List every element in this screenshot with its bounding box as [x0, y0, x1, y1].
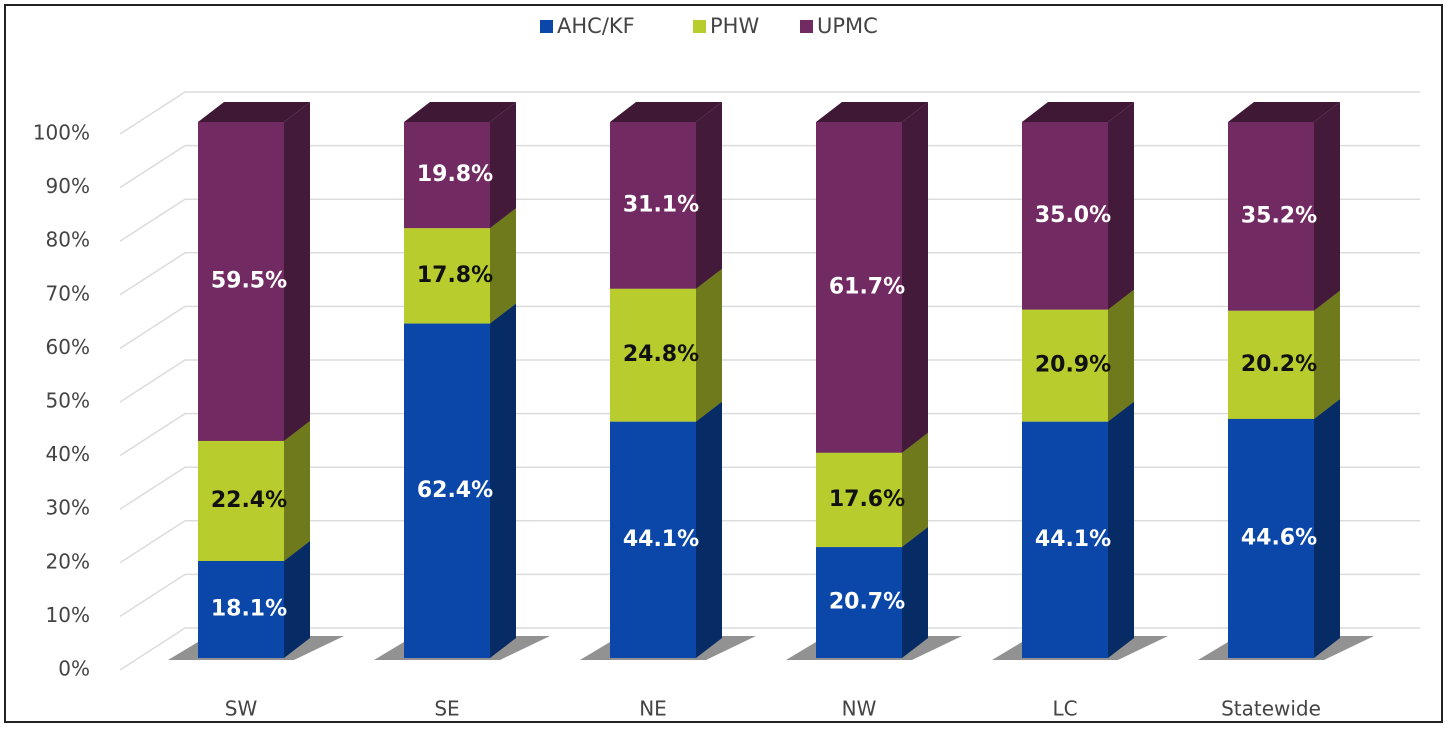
bar-side: [696, 102, 722, 289]
data-label: 20.9%: [1035, 353, 1111, 378]
bar-segment: [610, 288, 696, 422]
labels: 0% 10% 20% 30% 40% 50% 60% 70% 80% 90% 100% SW 18.1%…: [33, 121, 1321, 721]
data-label: 17.6%: [829, 487, 905, 512]
grid-line: [119, 305, 1420, 350]
data-label: 18.1%: [211, 596, 287, 621]
y-tick-label: 50%: [46, 389, 90, 413]
bar-side: [1108, 102, 1134, 310]
bar-top: [198, 102, 310, 122]
y-tick-label: 70%: [46, 281, 90, 305]
bar-segment: [1022, 309, 1108, 422]
bar-side: [902, 102, 928, 453]
bar-side: [1314, 102, 1340, 311]
y-tick-label: 10%: [46, 603, 90, 627]
grid: [119, 91, 1420, 671]
grid-line: [119, 627, 1420, 671]
legend-label: AHC/KF: [557, 14, 635, 38]
data-label: 44.1%: [623, 527, 699, 552]
bar-side: [284, 420, 310, 561]
bar-top: [816, 102, 928, 122]
x-tick-label: NE: [639, 697, 667, 721]
bar-side: [284, 540, 310, 658]
y-tick-label: 100%: [33, 121, 90, 145]
bar-side: [696, 401, 722, 658]
bar-top: [1228, 102, 1340, 122]
legend-label: UPMC: [817, 14, 878, 38]
x-tick-label: SE: [434, 697, 459, 721]
bar-segment: [816, 547, 902, 658]
bar-segment: [610, 421, 696, 658]
bar-segment: [404, 323, 490, 658]
bar-segment: [1022, 421, 1108, 658]
grid-line: [119, 359, 1420, 403]
bar-segment: [198, 122, 284, 441]
bar-segment: [198, 560, 284, 658]
bar-top: [610, 102, 722, 122]
bar-segment: [816, 122, 902, 453]
legend-swatch: [693, 20, 706, 33]
grid-line: [119, 466, 1420, 510]
grid-line: [119, 520, 1420, 564]
x-tick-label: Statewide: [1221, 697, 1321, 721]
y-tick-label: 20%: [46, 549, 90, 573]
data-label: 19.8%: [417, 162, 493, 187]
bar-side: [1314, 290, 1340, 419]
bar-segment: [1228, 122, 1314, 311]
grid-line: [119, 412, 1420, 457]
grid-line: [119, 198, 1420, 242]
y-tick-label: 90%: [46, 174, 90, 198]
grid-line: [119, 91, 1420, 135]
bar-side: [902, 527, 928, 658]
data-label: 24.8%: [623, 342, 699, 367]
bar-segment: [404, 228, 490, 324]
y-tick-label: 40%: [46, 442, 90, 466]
data-label: 17.8%: [417, 263, 493, 288]
y-tick-label: 60%: [46, 335, 90, 359]
bar-segment: [1228, 310, 1314, 419]
bars: [198, 102, 1340, 658]
x-tick-label: SW: [225, 697, 258, 721]
bar-side: [490, 102, 516, 229]
y-tick-label: 30%: [46, 496, 90, 520]
x-tick-label: LC: [1052, 697, 1077, 721]
bar-side: [1314, 398, 1340, 658]
data-label: 31.1%: [623, 192, 699, 217]
y-tick-label: 80%: [46, 228, 90, 252]
bar-side: [490, 303, 516, 658]
data-label: 61.7%: [829, 274, 905, 299]
bar-side: [284, 102, 310, 441]
bar-top: [1022, 102, 1134, 122]
data-label: 20.2%: [1241, 352, 1317, 377]
data-label: 20.7%: [829, 590, 905, 615]
x-tick-label: NW: [842, 697, 877, 721]
data-label: 62.4%: [417, 478, 493, 503]
legend-swatch: [800, 20, 813, 33]
data-label: 44.1%: [1035, 527, 1111, 552]
bar-side: [1108, 289, 1134, 422]
bar-segment: [404, 122, 490, 229]
grid-line: [119, 252, 1420, 296]
grid-line: [119, 573, 1420, 618]
data-label: 59.5%: [211, 268, 287, 293]
data-label: 44.6%: [1241, 525, 1317, 550]
legend: AHC/KF PHW UPMC: [540, 14, 878, 38]
bar-segment: [610, 122, 696, 289]
data-label: 35.2%: [1241, 203, 1317, 228]
bar-segment: [198, 440, 284, 561]
legend-swatch: [540, 20, 553, 33]
bar-side: [490, 208, 516, 324]
legend-label: PHW: [710, 14, 759, 38]
bar-segment: [1228, 418, 1314, 658]
bar-segment: [1022, 122, 1108, 310]
bar-side: [1108, 401, 1134, 658]
y-tick-label: 0%: [58, 657, 90, 681]
data-label: 22.4%: [211, 488, 287, 513]
grid-line: [119, 144, 1420, 189]
bar-side: [902, 432, 928, 548]
bar-segment: [816, 452, 902, 548]
data-label: 35.0%: [1035, 203, 1111, 228]
bar-top: [404, 102, 516, 122]
bar-side: [696, 268, 722, 422]
